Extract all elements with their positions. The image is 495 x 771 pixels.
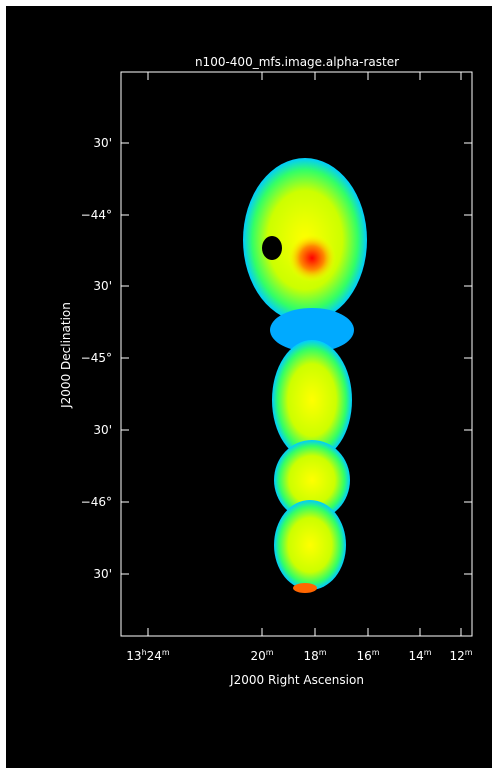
tick-unit: m [319,648,327,657]
tick-unit: m [162,648,170,657]
y-tick-label: 30' [93,136,112,150]
tick-number: 18 [303,649,318,663]
tick-number: 13 [126,649,141,663]
tick-number: 16 [356,649,371,663]
tick-unit: m [372,648,380,657]
y-tick-label: −46° [81,495,112,509]
y-axis-label: J2000 Declination [59,302,73,409]
tick-number: 20 [250,649,265,663]
y-tick-label: −44° [81,208,112,222]
y-tick-label: 30' [93,279,112,293]
tick-number: 24 [147,649,162,663]
y-tick-label: 30' [93,567,112,581]
viewer: n100-400_mfs.image.alpha-raster J2000 Ri… [0,0,495,771]
tick-number: 14 [408,649,423,663]
tick-unit: m [465,648,473,657]
plot-title: n100-400_mfs.image.alpha-raster [195,55,399,69]
tick-unit: m [266,648,274,657]
page: n100-400_mfs.image.alpha-raster J2000 Ri… [0,0,495,771]
tick-unit: m [424,648,432,657]
tick-number: 12 [449,649,464,663]
y-tick-label: −45° [81,351,112,365]
x-axis-label: J2000 Right Ascension [229,673,364,687]
y-tick-label: 30' [93,423,112,437]
